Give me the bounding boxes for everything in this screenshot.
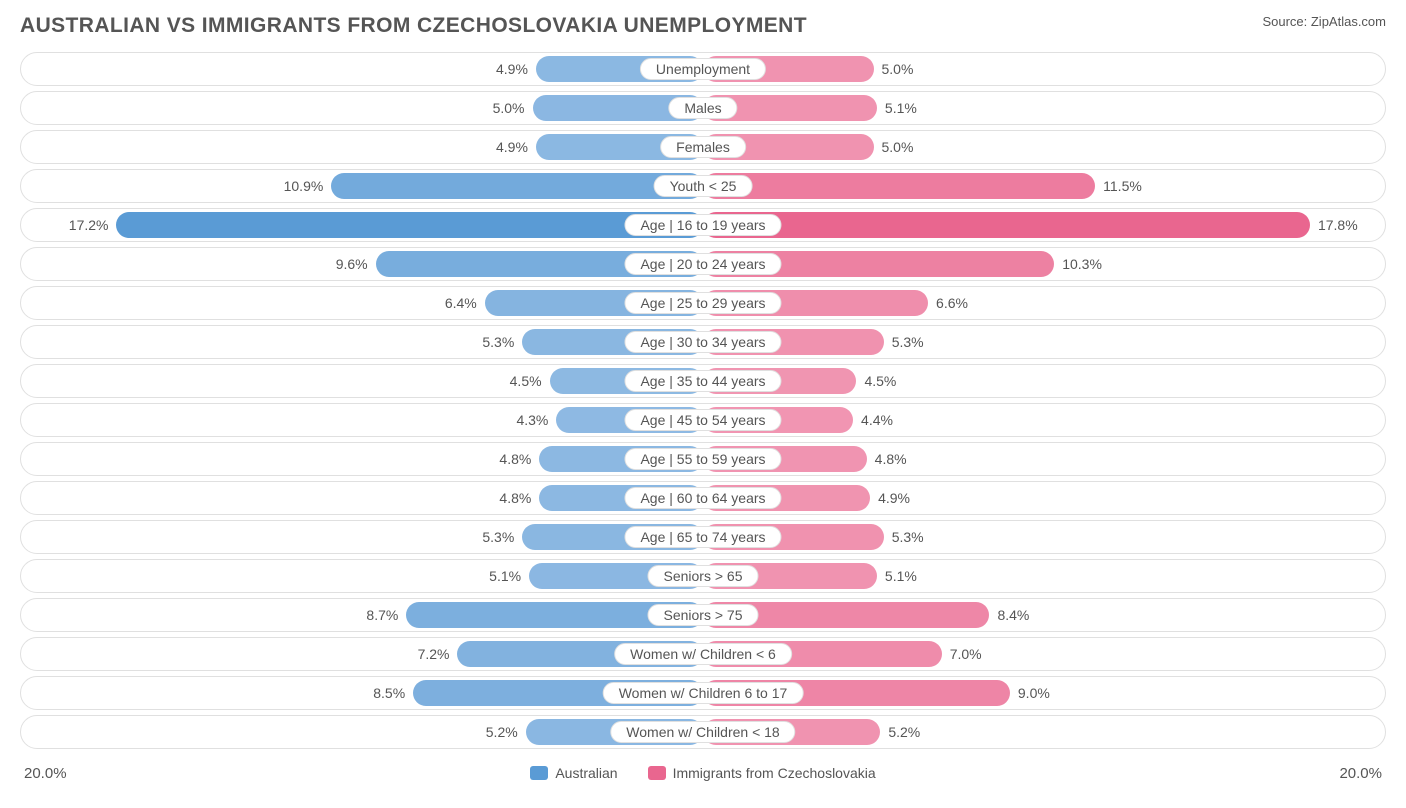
chart-row: 8.7% 8.4% Seniors > 75: [20, 598, 1386, 632]
value-label-left: 4.8%: [499, 490, 531, 506]
category-label: Males: [668, 97, 737, 119]
value-label-left: 17.2%: [69, 217, 109, 233]
category-label: Women w/ Children < 18: [610, 721, 795, 743]
category-label: Age | 20 to 24 years: [624, 253, 781, 275]
value-label-right: 5.1%: [885, 568, 917, 584]
value-label-right: 4.9%: [878, 490, 910, 506]
category-label: Age | 55 to 59 years: [624, 448, 781, 470]
value-label-left: 8.7%: [366, 607, 398, 623]
value-label-left: 8.5%: [373, 685, 405, 701]
value-label-right: 4.8%: [875, 451, 907, 467]
value-label-left: 5.3%: [482, 529, 514, 545]
value-label-right: 5.3%: [892, 334, 924, 350]
legend-swatch-icon: [648, 766, 666, 780]
chart-row: 8.5% 9.0% Women w/ Children 6 to 17: [20, 676, 1386, 710]
chart-row: 5.3% 5.3% Age | 65 to 74 years: [20, 520, 1386, 554]
chart-row: 5.3% 5.3% Age | 30 to 34 years: [20, 325, 1386, 359]
category-label: Age | 65 to 74 years: [624, 526, 781, 548]
value-label-right: 4.5%: [864, 373, 896, 389]
category-label: Age | 16 to 19 years: [624, 214, 781, 236]
value-label-left: 5.0%: [493, 100, 525, 116]
category-label: Seniors > 65: [648, 565, 759, 587]
value-label-left: 6.4%: [445, 295, 477, 311]
legend-swatch-icon: [530, 766, 548, 780]
value-label-left: 4.9%: [496, 139, 528, 155]
chart-row: 9.6% 10.3% Age | 20 to 24 years: [20, 247, 1386, 281]
value-label-right: 4.4%: [861, 412, 893, 428]
value-label-right: 7.0%: [950, 646, 982, 662]
chart-row: 7.2% 7.0% Women w/ Children < 6: [20, 637, 1386, 671]
bar-left: [331, 173, 703, 199]
value-label-left: 9.6%: [336, 256, 368, 272]
category-label: Age | 35 to 44 years: [624, 370, 781, 392]
chart-row: 5.0% 5.1% Males: [20, 91, 1386, 125]
bar-right: [703, 173, 1095, 199]
value-label-left: 4.9%: [496, 61, 528, 77]
value-label-left: 5.1%: [489, 568, 521, 584]
value-label-left: 4.5%: [510, 373, 542, 389]
axis-max-left: 20.0%: [24, 765, 67, 782]
header: AUSTRALIAN VS IMMIGRANTS FROM CZECHOSLOV…: [20, 14, 1386, 38]
legend: Australian Immigrants from Czechoslovaki…: [530, 765, 875, 781]
chart-row: 6.4% 6.6% Age | 25 to 29 years: [20, 286, 1386, 320]
category-label: Age | 45 to 54 years: [624, 409, 781, 431]
value-label-right: 5.1%: [885, 100, 917, 116]
value-label-left: 5.3%: [482, 334, 514, 350]
category-label: Age | 60 to 64 years: [624, 487, 781, 509]
chart-row: 5.1% 5.1% Seniors > 65: [20, 559, 1386, 593]
category-label: Women w/ Children < 6: [614, 643, 792, 665]
diverging-bar-chart: 4.9% 5.0% Unemployment 5.0% 5.1% Males 4.9% 5.0…: [20, 52, 1386, 788]
chart-row: 4.9% 5.0% Females: [20, 130, 1386, 164]
source-attribution: Source: ZipAtlas.com: [1262, 14, 1386, 29]
value-label-right: 5.0%: [882, 139, 914, 155]
axis-max-right: 20.0%: [1339, 765, 1382, 782]
source-prefix: Source:: [1262, 14, 1310, 29]
legend-row: 20.0% Australian Immigrants from Czechos…: [20, 758, 1386, 788]
chart-row: 4.3% 4.4% Age | 45 to 54 years: [20, 403, 1386, 437]
source-name: ZipAtlas.com: [1311, 14, 1386, 29]
chart-row: 17.2% 17.8% Age | 16 to 19 years: [20, 208, 1386, 242]
chart-row: 4.9% 5.0% Unemployment: [20, 52, 1386, 86]
value-label-right: 5.0%: [882, 61, 914, 77]
chart-row: 4.8% 4.9% Age | 60 to 64 years: [20, 481, 1386, 515]
category-label: Youth < 25: [654, 175, 753, 197]
chart-row: 10.9% 11.5% Youth < 25: [20, 169, 1386, 203]
value-label-right: 9.0%: [1018, 685, 1050, 701]
category-label: Females: [660, 136, 746, 158]
bar-left: [116, 212, 703, 238]
category-label: Women w/ Children 6 to 17: [603, 682, 804, 704]
value-label-right: 5.3%: [892, 529, 924, 545]
legend-item-left: Australian: [530, 765, 617, 781]
chart-row: 4.5% 4.5% Age | 35 to 44 years: [20, 364, 1386, 398]
category-label: Seniors > 75: [648, 604, 759, 626]
value-label-right: 17.8%: [1318, 217, 1358, 233]
value-label-left: 4.8%: [499, 451, 531, 467]
page-title: AUSTRALIAN VS IMMIGRANTS FROM CZECHOSLOV…: [20, 14, 807, 38]
value-label-left: 10.9%: [284, 178, 324, 194]
value-label-left: 7.2%: [418, 646, 450, 662]
value-label-right: 11.5%: [1103, 178, 1142, 194]
category-label: Age | 30 to 34 years: [624, 331, 781, 353]
chart-row: 5.2% 5.2% Women w/ Children < 18: [20, 715, 1386, 749]
legend-label-right: Immigrants from Czechoslovakia: [673, 765, 876, 781]
value-label-right: 10.3%: [1062, 256, 1102, 272]
value-label-right: 6.6%: [936, 295, 968, 311]
category-label: Age | 25 to 29 years: [624, 292, 781, 314]
bar-right: [703, 212, 1310, 238]
value-label-right: 8.4%: [997, 607, 1029, 623]
value-label-left: 4.3%: [516, 412, 548, 428]
value-label-right: 5.2%: [888, 724, 920, 740]
category-label: Unemployment: [640, 58, 766, 80]
legend-item-right: Immigrants from Czechoslovakia: [648, 765, 876, 781]
value-label-left: 5.2%: [486, 724, 518, 740]
legend-label-left: Australian: [555, 765, 617, 781]
chart-row: 4.8% 4.8% Age | 55 to 59 years: [20, 442, 1386, 476]
